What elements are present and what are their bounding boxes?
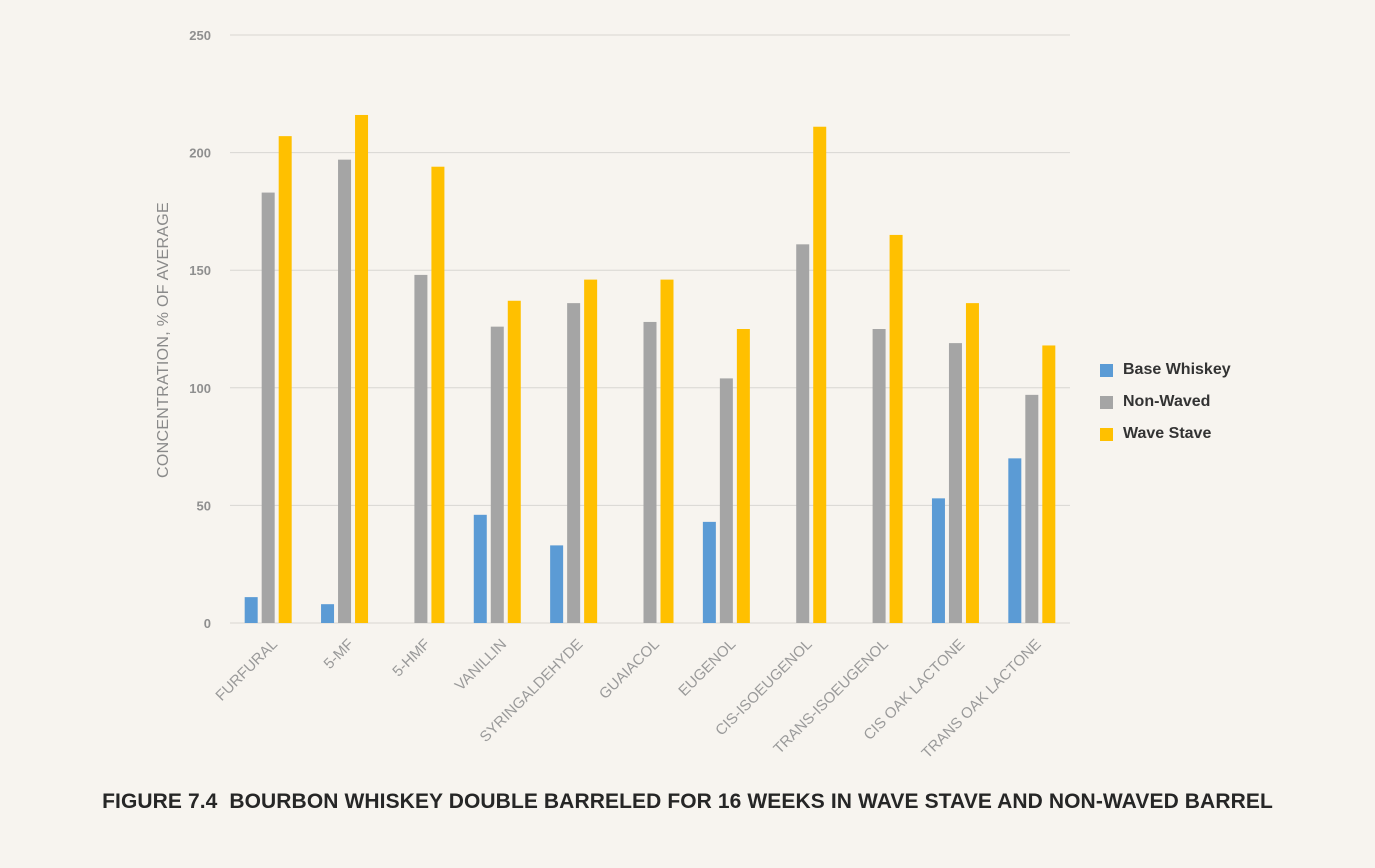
legend-item-base-whiskey: Base Whiskey bbox=[1100, 354, 1231, 386]
x-tick-label: FURFURAL bbox=[212, 636, 281, 705]
bar-wave-stave-eugenol bbox=[736, 329, 750, 623]
bar-non-waved-trans-isoeugenol bbox=[872, 329, 886, 623]
figure-caption: FIGURE 7.4 BOURBON WHISKEY DOUBLE BARREL… bbox=[102, 790, 1273, 813]
x-tick-label: 5-HMF bbox=[389, 636, 433, 680]
bar-non-waved-cis-oak-lactone bbox=[948, 343, 962, 623]
bar-non-waved-cis-isoeugenol bbox=[796, 244, 810, 623]
bars bbox=[244, 114, 1056, 624]
bar-wave-stave-syringaldehyde bbox=[584, 279, 598, 623]
legend-item-wave-stave: Wave Stave bbox=[1100, 418, 1231, 450]
bar-base-whiskey-cis-oak-lactone bbox=[931, 498, 945, 623]
x-tick-label: GUAIACOL bbox=[596, 636, 663, 703]
bar-non-waved-syringaldehyde bbox=[567, 303, 581, 623]
legend-swatch-base-whiskey bbox=[1100, 363, 1113, 377]
y-tick-label: 150 bbox=[189, 263, 211, 278]
bar-wave-stave-cis-isoeugenol bbox=[813, 126, 827, 623]
bar-wave-stave-guaiacol bbox=[660, 279, 674, 623]
bar-base-whiskey-eugenol bbox=[702, 521, 716, 623]
y-axis-ticks: 0 50 100 150 200 250 bbox=[189, 28, 211, 631]
chart-legend: Base Whiskey Non-Waved Wave Stave bbox=[1100, 354, 1231, 450]
bar-wave-stave-cis-oak-lactone bbox=[965, 303, 979, 623]
bar-non-waved-furfural bbox=[261, 192, 275, 624]
bar-base-whiskey-syringaldehyde bbox=[550, 545, 564, 623]
legend-swatch-wave-stave bbox=[1100, 427, 1113, 441]
y-axis-label: CONCENTRATION, % OF AVERAGE bbox=[155, 202, 172, 478]
bar-non-waved-eugenol bbox=[719, 378, 733, 623]
legend-swatch-non-waved bbox=[1100, 395, 1113, 409]
x-tick-label: VANILLIN bbox=[452, 636, 510, 694]
bar-wave-stave-vanillin bbox=[507, 300, 521, 623]
bar-base-whiskey-5-mf bbox=[321, 604, 335, 623]
bar-wave-stave-trans-isoeugenol bbox=[889, 234, 903, 624]
bar-wave-stave-5-mf bbox=[355, 114, 369, 623]
bar-non-waved-5-mf bbox=[338, 159, 352, 623]
bar-base-whiskey-furfural bbox=[244, 597, 258, 623]
bar-non-waved-guaiacol bbox=[643, 321, 657, 623]
legend-label: Non-Waved bbox=[1123, 393, 1211, 410]
y-tick-label: 0 bbox=[204, 616, 211, 631]
x-tick-label: 5-MF bbox=[321, 636, 358, 673]
bar-wave-stave-5-hmf bbox=[431, 166, 445, 623]
legend-item-non-waved: Non-Waved bbox=[1100, 386, 1231, 418]
bar-base-whiskey-trans-oak-lactone bbox=[1008, 458, 1022, 623]
bar-base-whiskey-vanillin bbox=[473, 514, 487, 623]
x-tick-label: EUGENOL bbox=[675, 636, 739, 700]
y-tick-label: 250 bbox=[189, 28, 211, 43]
legend-label: Wave Stave bbox=[1123, 425, 1212, 442]
bar-non-waved-5-hmf bbox=[414, 274, 428, 623]
bar-non-waved-trans-oak-lactone bbox=[1025, 394, 1039, 623]
bar-wave-stave-furfural bbox=[278, 136, 292, 624]
y-tick-label: 50 bbox=[197, 498, 211, 513]
y-tick-label: 100 bbox=[189, 381, 211, 396]
y-tick-label: 200 bbox=[189, 146, 211, 161]
bar-non-waved-vanillin bbox=[490, 326, 504, 623]
bar-wave-stave-trans-oak-lactone bbox=[1042, 345, 1056, 623]
legend-label: Base Whiskey bbox=[1123, 361, 1231, 378]
